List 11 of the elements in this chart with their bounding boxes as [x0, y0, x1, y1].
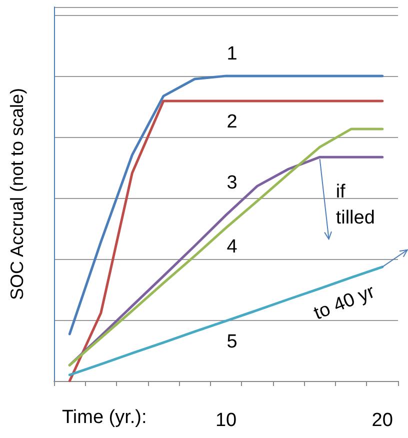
series-label: 5 — [226, 331, 238, 352]
x-axis-title: Time (yr.): — [62, 407, 147, 428]
series-label: 3 — [226, 172, 238, 194]
series-label: 2 — [226, 111, 238, 132]
series-label: 1 — [226, 43, 238, 64]
x-tick-label: 10 — [215, 410, 237, 431]
y-axis-title: SOC Accrual (not to scale) — [7, 88, 27, 300]
series-label: 4 — [226, 236, 238, 258]
annotation: if tilled — [336, 182, 375, 229]
x-tick-label: 20 — [372, 410, 393, 431]
annotation: to 40 yr — [311, 281, 378, 324]
